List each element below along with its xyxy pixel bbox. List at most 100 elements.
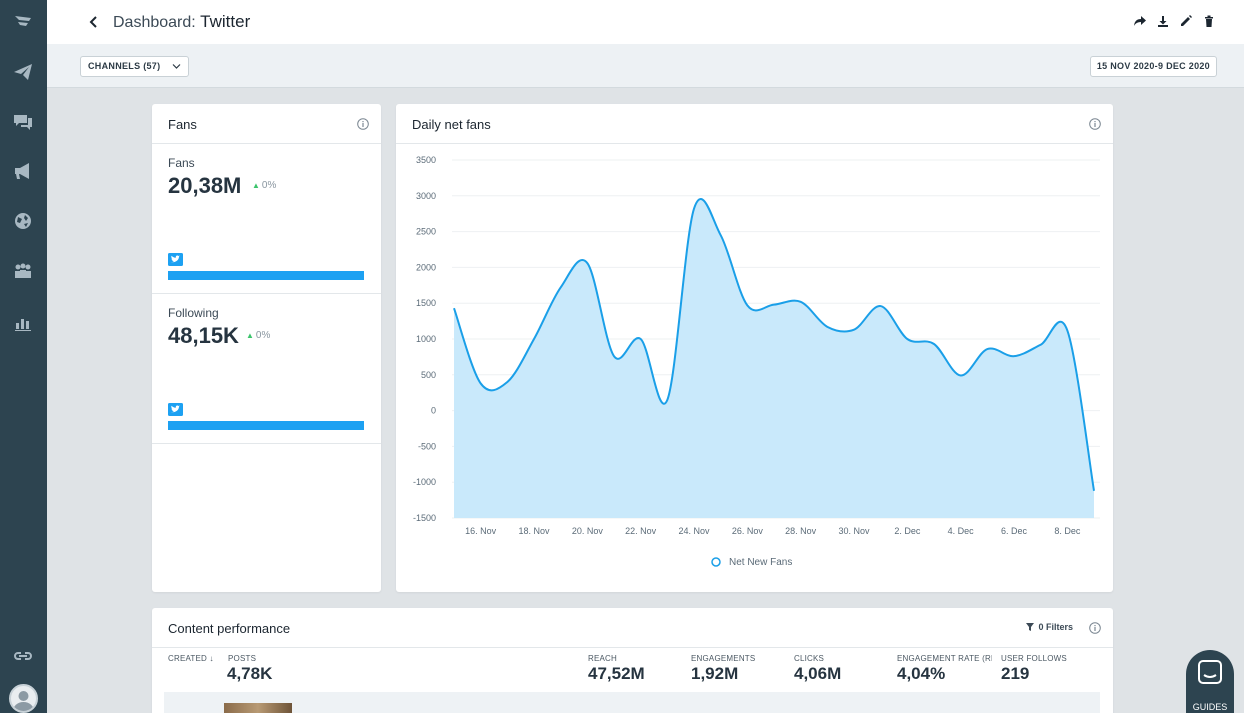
y-tick-label: -1000	[413, 477, 436, 487]
posts-value: 4,78K	[227, 664, 273, 683]
x-tick-label: 28. Nov	[785, 526, 817, 536]
fans-card: Fans Fans 20,38M ▲ 0% Following 48,15K ▲ 0…	[152, 104, 381, 592]
twitter-icon	[168, 403, 183, 416]
x-tick-label: 30. Nov	[838, 526, 870, 536]
y-tick-label: 0	[431, 406, 436, 416]
edit-icon[interactable]	[1179, 14, 1193, 28]
metric-change: ▲ 0%	[252, 180, 276, 191]
back-arrow-icon[interactable]	[87, 13, 101, 31]
y-tick-label: 500	[421, 370, 436, 380]
fans-metric: Fans 20,38M ▲ 0%	[152, 144, 381, 294]
metric-label: Fans	[168, 156, 195, 170]
publish-icon[interactable]	[12, 62, 34, 82]
filter-icon	[1026, 623, 1035, 631]
column-clicks[interactable]: CLICKS	[794, 654, 825, 663]
column-header-created: CREATED	[168, 654, 208, 663]
filters-label: 0 Filters	[1038, 622, 1073, 632]
trend-up-icon: ▲	[246, 331, 254, 340]
table-row[interactable]	[164, 692, 1100, 713]
guides-button[interactable]: GUIDES	[1186, 650, 1234, 713]
download-icon[interactable]	[1156, 14, 1170, 28]
chart-card-header: Daily net fans	[396, 104, 1113, 144]
date-range-picker[interactable]: 15 NOV 2020-9 DEC 2020	[1089, 56, 1217, 77]
column-posts[interactable]: POSTS	[228, 654, 257, 663]
y-tick-label: 1000	[416, 334, 436, 344]
y-tick-label: 3500	[416, 155, 436, 165]
filters-button[interactable]: 0 Filters	[1026, 622, 1073, 632]
page-title: Dashboard: Twitter	[113, 12, 250, 32]
chat-icon	[1198, 660, 1222, 684]
header: Dashboard: Twitter	[47, 0, 1244, 44]
following-progress-bar	[168, 421, 364, 430]
reach-value: 47,52M	[588, 664, 645, 683]
content-performance-card: Content performance 0 Filters CREATED ↓ …	[152, 608, 1113, 713]
y-tick-label: -500	[418, 441, 436, 451]
guides-label: GUIDES	[1192, 702, 1228, 712]
channels-label: CHANNELS (57)	[88, 61, 161, 71]
globe-icon[interactable]	[12, 211, 34, 231]
chevron-down-icon	[172, 64, 181, 69]
following-metric: Following 48,15K ▲ 0%	[152, 294, 381, 444]
column-user-follows[interactable]: USER FOLLOWS	[1001, 654, 1067, 663]
y-tick-label: 3000	[416, 191, 436, 201]
post-thumbnail[interactable]	[224, 703, 292, 713]
x-tick-label: 4. Dec	[948, 526, 975, 536]
share-icon[interactable]	[1133, 14, 1147, 28]
clicks-value: 4,06M	[794, 664, 842, 683]
legend-marker	[711, 557, 721, 567]
x-tick-label: 24. Nov	[678, 526, 710, 536]
metric-value: 48,15K	[168, 323, 239, 348]
header-actions	[1133, 14, 1216, 28]
chart-card-title: Daily net fans	[412, 117, 491, 132]
x-tick-label: 6. Dec	[1001, 526, 1028, 536]
metric-label: Following	[168, 306, 219, 320]
info-icon[interactable]	[357, 118, 369, 130]
twitter-icon	[168, 253, 183, 266]
link-icon[interactable]	[12, 646, 34, 666]
delete-icon[interactable]	[1202, 14, 1216, 28]
x-tick-label: 22. Nov	[625, 526, 657, 536]
x-tick-label: 20. Nov	[572, 526, 604, 536]
column-reach[interactable]: REACH	[588, 654, 618, 663]
net-fans-area	[454, 198, 1094, 518]
x-tick-label: 18. Nov	[518, 526, 550, 536]
channels-dropdown[interactable]: CHANNELS (57)	[80, 56, 190, 77]
metric-change-value: 0%	[261, 180, 277, 191]
net-fans-chart: 3500 3000 2500 2000 1500 1000 500 0 -500 -1000 -15…	[413, 155, 1100, 568]
trend-up-icon: ▲	[252, 181, 260, 190]
inbox-icon[interactable]	[12, 112, 34, 132]
x-tick-label: 16. Nov	[465, 526, 497, 536]
metric-value: 20,38M	[168, 173, 242, 198]
analytics-icon[interactable]	[12, 313, 34, 333]
metric-change-value: 0%	[255, 330, 271, 341]
megaphone-icon[interactable]	[12, 161, 34, 181]
filter-bar: CHANNELS (57) 15 NOV 2020-9 DEC 2020	[47, 44, 1244, 88]
info-icon[interactable]	[1089, 622, 1101, 634]
net-fans-line	[453, 198, 1095, 491]
page-title-name: Twitter	[200, 12, 251, 31]
avatar[interactable]	[9, 684, 38, 713]
legend-label[interactable]: Net New Fans	[729, 557, 792, 568]
community-icon[interactable]	[12, 261, 34, 281]
x-tick-label: 8. Dec	[1054, 526, 1081, 536]
fans-card-header: Fans	[152, 104, 381, 144]
y-tick-label: 2500	[416, 227, 436, 237]
sidebar	[0, 0, 47, 713]
x-tick-label: 2. Dec	[894, 526, 921, 536]
page-title-prefix: Dashboard:	[113, 14, 196, 31]
column-engagements[interactable]: ENGAGEMENTS	[691, 654, 756, 663]
y-tick-label: -1500	[413, 513, 436, 523]
info-icon[interactable]	[1089, 118, 1101, 130]
y-tick-label: 1500	[416, 298, 436, 308]
sort-down-icon: ↓	[209, 654, 214, 663]
fans-progress-bar	[168, 271, 364, 280]
column-created[interactable]: CREATED ↓	[168, 654, 214, 663]
column-engagement-rate[interactable]: ENGAGEMENT RATE (REA	[897, 654, 992, 663]
user-follows-value: 219	[1001, 664, 1030, 683]
y-tick-label: 2000	[416, 262, 436, 272]
logo-icon[interactable]	[12, 12, 34, 32]
perf-card-header: Content performance 0 Filters	[152, 608, 1113, 648]
engagements-value: 1,92M	[691, 664, 739, 683]
perf-card-title: Content performance	[168, 621, 291, 636]
metric-change: ▲ 0%	[246, 330, 270, 341]
